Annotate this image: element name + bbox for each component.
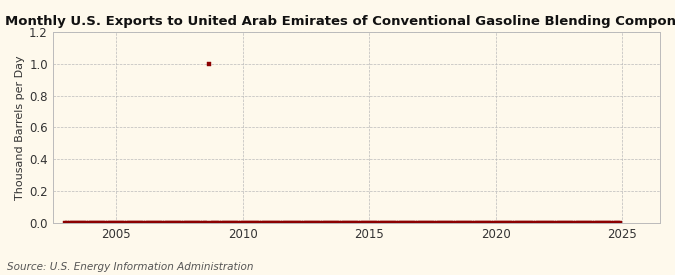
Title: Monthly U.S. Exports to United Arab Emirates of Conventional Gasoline Blending C: Monthly U.S. Exports to United Arab Emir…: [5, 15, 675, 28]
Text: Source: U.S. Energy Information Administration: Source: U.S. Energy Information Administ…: [7, 262, 253, 272]
Y-axis label: Thousand Barrels per Day: Thousand Barrels per Day: [15, 55, 25, 200]
